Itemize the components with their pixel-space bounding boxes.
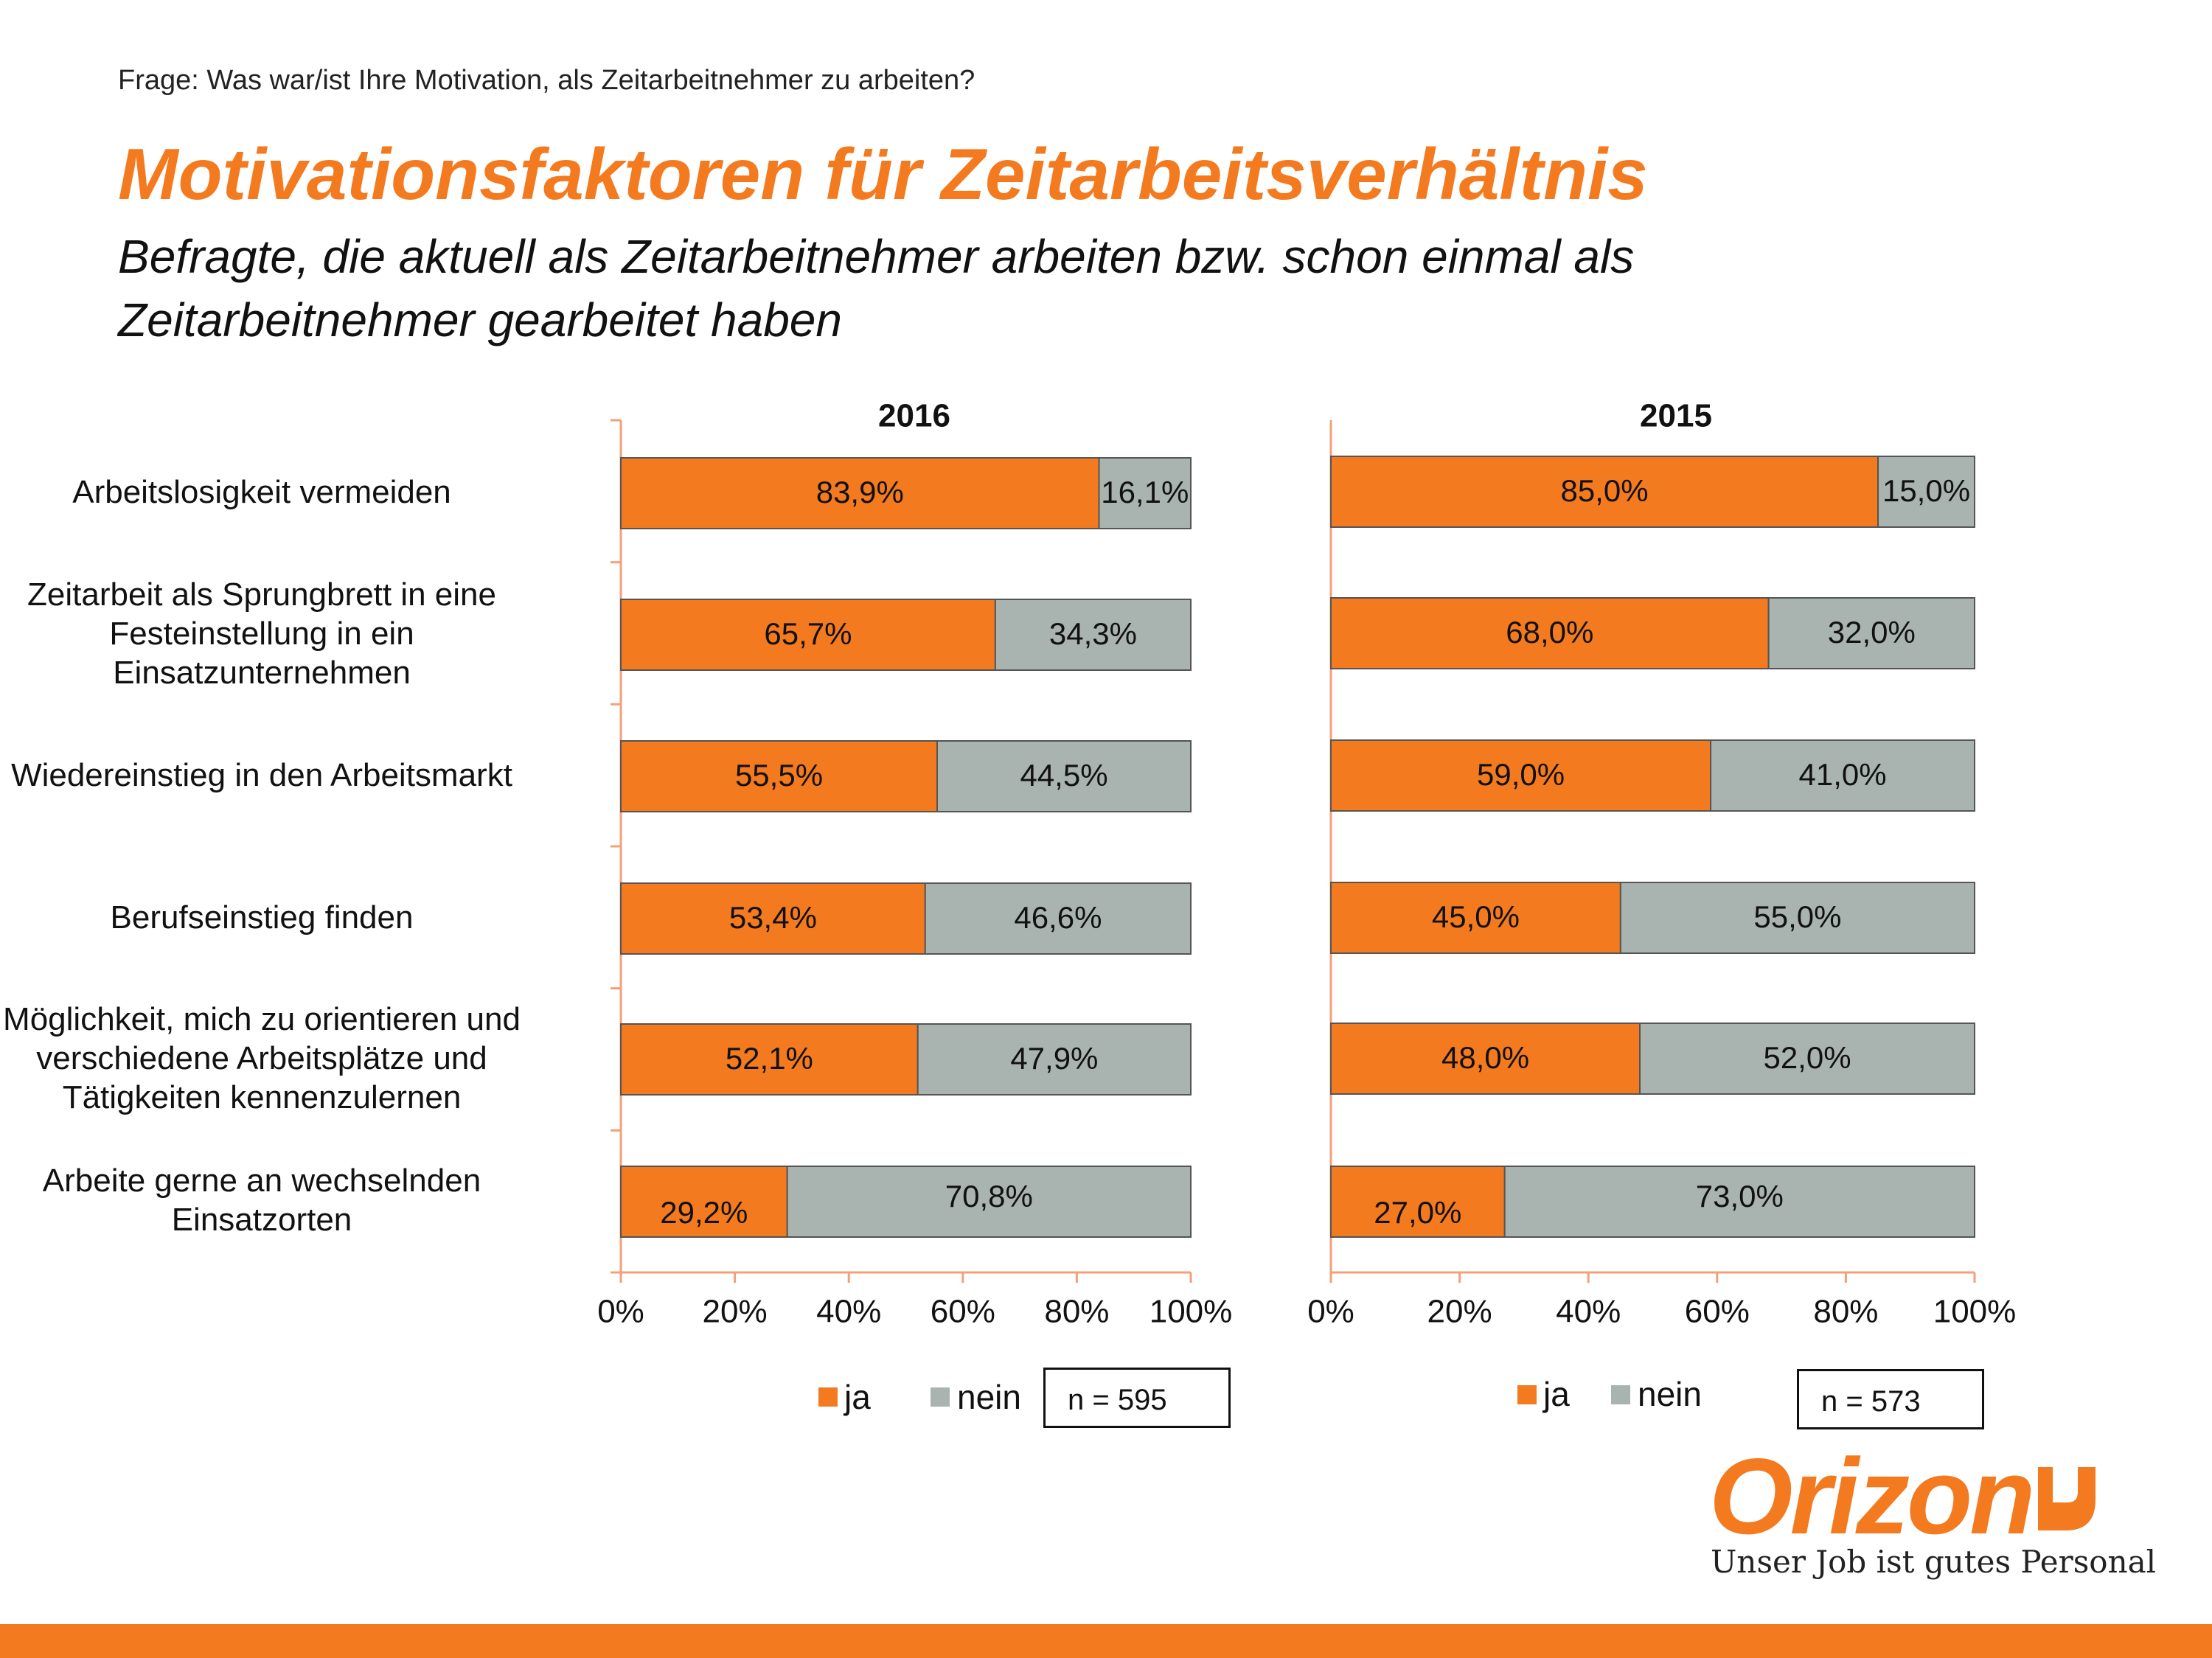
category-label: Wiedereinstieg in den Arbeitsmarkt — [0, 756, 594, 795]
category-label-line: Arbeitslosigkeit vermeiden — [72, 473, 451, 510]
page-subtitle: Befragte, die aktuell als Zeitarbeitnehm… — [118, 230, 1635, 346]
category-label-line: Tätigkeiten kennenzulernen — [62, 1079, 462, 1115]
data-label-nein: 41,0% — [1798, 757, 1886, 792]
category-label-line: Wiedereinstieg in den Arbeitsmarkt — [11, 756, 512, 793]
bar-nein-2016-0 — [1098, 457, 1192, 529]
data-label-nein: 47,9% — [1010, 1041, 1098, 1076]
bar-nein-2015-3 — [1619, 882, 1976, 954]
legend-ja-swatch-2016 — [818, 1387, 838, 1407]
bar-nein-2015-4 — [1639, 1023, 1976, 1095]
bar-nein-2016-3 — [924, 882, 1192, 955]
category-label: Möglichkeit, mich zu orientieren und vers… — [0, 1000, 594, 1117]
x-tick-label: 20% — [703, 1294, 768, 1330]
bar-ja-2015-0 — [1330, 456, 1879, 528]
category-label-line: Zeitarbeit als Sprungbrett in eine — [27, 576, 496, 613]
bar-ja-2016-1 — [620, 599, 996, 671]
bar-ja-2015-1 — [1330, 597, 1770, 669]
orizon-tagline: Unser Job ist gutes Personal — [1711, 1544, 2157, 1580]
data-label-ja: 65,7% — [764, 616, 852, 651]
panel-title-2015: 2015 — [1640, 398, 1712, 434]
category-label: Zeitarbeit als Sprungbrett in eine Festei… — [0, 575, 594, 692]
data-label-ja: 27,0% — [1374, 1195, 1461, 1230]
bar-nein-2015-1 — [1767, 597, 1975, 669]
category-label-line: Festeinstellung in ein — [109, 615, 414, 652]
category-label: Berufseinstieg finden — [0, 898, 594, 937]
orizon-logo-wordmark: Orizon — [1709, 1436, 2035, 1556]
data-label-nein: 73,0% — [1696, 1179, 1784, 1213]
data-label-nein: 44,5% — [1020, 758, 1107, 793]
bar-nein-2016-1 — [994, 599, 1192, 671]
data-label-nein: 32,0% — [1828, 615, 1916, 649]
category-label-line: Einsatzorten — [171, 1202, 352, 1238]
bar-ja-2016-4 — [620, 1023, 919, 1096]
legend-nein-label-2015: nein — [1638, 1375, 1702, 1413]
x-tick-label: 60% — [931, 1294, 995, 1330]
x-tick-label: 0% — [597, 1294, 644, 1330]
bar-ja-2016-5 — [620, 1166, 788, 1238]
orizon-corner-mark-icon — [2038, 1467, 2096, 1530]
x-tick-label: 80% — [1813, 1294, 1878, 1330]
page-title: Motivationsfaktoren für Zeitarbeitsverhä… — [118, 133, 1648, 215]
bar-ja-2016-2 — [620, 740, 939, 812]
bar-nein-2016-4 — [917, 1023, 1192, 1096]
data-label-ja: 48,0% — [1441, 1040, 1529, 1075]
data-label-ja: 83,9% — [816, 475, 904, 509]
category-label: Arbeitslosigkeit vermeiden — [0, 473, 594, 512]
category-label-line: Einsatzunternehmen — [113, 654, 411, 691]
x-tick-label: 100% — [1150, 1294, 1233, 1330]
data-label-nein: 55,0% — [1753, 899, 1841, 934]
legend-nein-label-2016: nein — [957, 1378, 1021, 1416]
data-label-ja: 68,0% — [1506, 615, 1593, 649]
category-label-line: Berufseinstieg finden — [110, 899, 414, 936]
bar-ja-2015-3 — [1330, 882, 1621, 954]
bar-nein-2015-5 — [1503, 1166, 1975, 1238]
question-text: Frage: Was war/ist Ihre Motivation, als … — [118, 65, 975, 96]
category-label-line: Möglichkeit, mich zu orientieren und — [3, 1000, 521, 1037]
data-label-nein: 15,0% — [1882, 473, 1970, 508]
data-label-ja: 29,2% — [660, 1195, 748, 1230]
legend-ja-label-2015: ja — [1543, 1375, 1570, 1413]
data-label-ja: 59,0% — [1477, 757, 1565, 792]
category-label-line: Arbeite gerne an wechselnden — [42, 1163, 481, 1199]
bar-nein-2016-2 — [936, 740, 1192, 812]
data-label-nein: 46,6% — [1014, 900, 1102, 935]
bar-nein-2015-2 — [1710, 739, 1976, 812]
bar-ja-2015-2 — [1330, 739, 1712, 812]
x-tick-label: 20% — [1427, 1294, 1492, 1330]
sample-size-box-2015: n = 573 — [1797, 1369, 1984, 1429]
bar-ja-2016-0 — [620, 457, 1100, 529]
data-label-ja: 85,0% — [1560, 473, 1648, 508]
x-tick-label: 40% — [1556, 1294, 1621, 1330]
bottom-accent-bar — [0, 1624, 2212, 1658]
category-label: Arbeite gerne an wechselnden Einsatzorten — [0, 1161, 594, 1239]
data-label-nein: 70,8% — [945, 1179, 1033, 1213]
bar-nein-2016-5 — [786, 1166, 1192, 1238]
panel-title-2016: 2016 — [878, 398, 950, 434]
x-tick-label: 100% — [1933, 1294, 2017, 1330]
x-tick-label: 60% — [1685, 1294, 1750, 1330]
legend-ja-label-2016: ja — [844, 1378, 871, 1416]
data-label-ja: 53,4% — [729, 900, 817, 935]
sample-size-box-2016: n = 595 — [1043, 1368, 1231, 1428]
category-label-line: verschiedene Arbeitsplätze und — [36, 1039, 487, 1076]
data-label-ja: 52,1% — [726, 1041, 813, 1076]
bar-ja-2015-5 — [1330, 1166, 1506, 1238]
data-label-ja: 45,0% — [1432, 899, 1520, 934]
bar-nein-2015-0 — [1877, 456, 1976, 528]
legend-nein-swatch-2015 — [1611, 1385, 1630, 1404]
data-label-ja: 55,5% — [735, 758, 823, 793]
bar-ja-2016-3 — [620, 882, 926, 955]
x-tick-label: 40% — [816, 1294, 881, 1330]
data-label-nein: 34,3% — [1049, 616, 1137, 651]
data-label-nein: 16,1% — [1101, 475, 1189, 509]
x-tick-label: 80% — [1044, 1294, 1109, 1330]
data-label-nein: 52,0% — [1763, 1040, 1851, 1075]
legend-ja-swatch-2015 — [1517, 1385, 1537, 1404]
x-tick-label: 0% — [1307, 1294, 1354, 1330]
legend-nein-swatch-2016 — [931, 1387, 950, 1407]
